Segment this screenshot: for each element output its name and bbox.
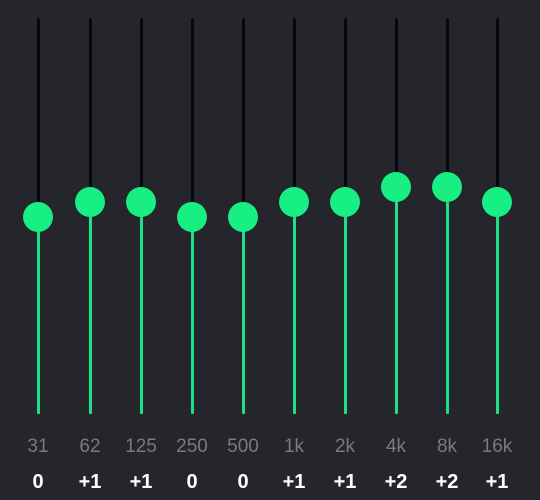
eq-track-125-upper[interactable] (139, 18, 143, 202)
eq-track-8k-upper[interactable] (445, 18, 449, 187)
eq-slider-62-thumb[interactable] (75, 186, 105, 217)
frequency-label-8k: 8k (436, 436, 458, 457)
eq-track-62-fill[interactable] (88, 201, 92, 414)
eq-track-125-fill[interactable] (139, 201, 143, 414)
eq-band-4k[interactable]: 4k +2 (373, 0, 419, 500)
eq-slider-500-thumb[interactable] (228, 202, 258, 232)
eq-track-500-upper[interactable] (241, 18, 245, 217)
eq-track-1k-upper[interactable] (292, 18, 296, 202)
eq-band-1k[interactable]: 1k +1 (271, 0, 317, 500)
eq-track-2k-fill[interactable] (343, 201, 347, 414)
eq-track-16k-upper[interactable] (495, 18, 499, 202)
eq-slider-2k-thumb[interactable] (330, 186, 360, 217)
frequency-label-62: 62 (79, 436, 101, 457)
eq-slider-250-thumb[interactable] (177, 202, 207, 232)
frequency-label-4k: 4k (385, 436, 407, 457)
eq-slider-16k-thumb[interactable] (482, 186, 512, 217)
frequency-label-250: 250 (176, 436, 208, 457)
eq-band-62[interactable]: 62 +1 (67, 0, 113, 500)
gain-value-31: 0 (32, 471, 44, 493)
gain-value-250: 0 (186, 471, 198, 493)
gain-value-8k: +2 (435, 471, 459, 493)
eq-track-4k-upper[interactable] (394, 18, 398, 187)
frequency-label-1k: 1k (283, 436, 305, 457)
gain-value-2k: +1 (333, 471, 357, 493)
eq-band-250[interactable]: 250 0 (169, 0, 215, 500)
eq-track-62-upper[interactable] (88, 18, 92, 202)
eq-track-1k-fill[interactable] (292, 201, 296, 414)
frequency-label-125: 125 (125, 436, 157, 457)
gain-value-16k: +1 (485, 471, 509, 493)
frequency-label-2k: 2k (334, 436, 356, 457)
frequency-label-16k: 16k (481, 436, 513, 457)
eq-band-31[interactable]: 31 0 (15, 0, 61, 500)
eq-track-4k-fill[interactable] (394, 186, 398, 414)
eq-band-500[interactable]: 500 0 (220, 0, 266, 500)
gain-value-4k: +2 (384, 471, 408, 493)
eq-band-125[interactable]: 125 +1 (118, 0, 164, 500)
eq-track-250-upper[interactable] (190, 18, 194, 217)
eq-slider-8k-thumb[interactable] (432, 171, 462, 202)
frequency-label-500: 500 (227, 436, 259, 457)
eq-track-16k-fill[interactable] (495, 201, 499, 414)
eq-slider-4k-thumb[interactable] (381, 171, 411, 202)
eq-band-2k[interactable]: 2k +1 (322, 0, 368, 500)
eq-track-500-fill[interactable] (241, 217, 245, 414)
gain-value-125: +1 (129, 471, 153, 493)
eq-slider-1k-thumb[interactable] (279, 186, 309, 217)
eq-slider-125-thumb[interactable] (126, 186, 156, 217)
gain-value-500: 0 (237, 471, 249, 493)
eq-slider-31-thumb[interactable] (23, 202, 53, 232)
eq-band-16k[interactable]: 16k +1 (474, 0, 520, 500)
frequency-label-31: 31 (27, 436, 49, 457)
eq-track-250-fill[interactable] (190, 217, 194, 414)
eq-track-8k-fill[interactable] (445, 186, 449, 414)
gain-value-62: +1 (78, 471, 102, 493)
gain-value-1k: +1 (282, 471, 306, 493)
eq-track-31-upper[interactable] (36, 18, 40, 217)
eq-track-2k-upper[interactable] (343, 18, 347, 202)
eq-band-8k[interactable]: 8k +2 (424, 0, 470, 500)
eq-track-31-fill[interactable] (36, 217, 40, 414)
